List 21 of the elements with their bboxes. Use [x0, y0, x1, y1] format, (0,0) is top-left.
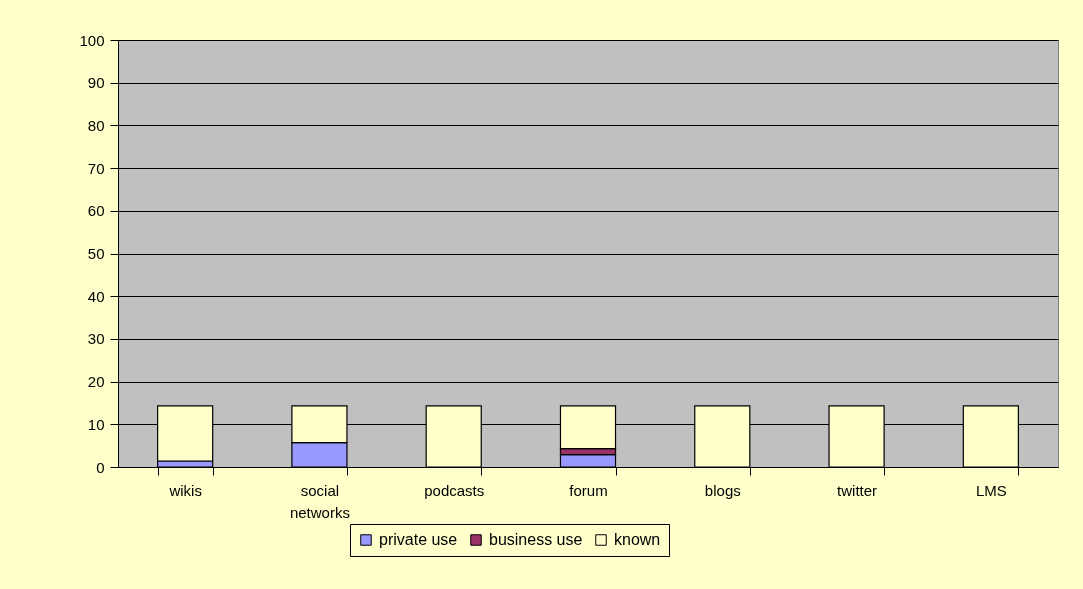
- x-tick-label: LMS: [975, 481, 1007, 499]
- y-tick-label: 100: [79, 31, 105, 49]
- legend-label: private use: [379, 531, 458, 548]
- x-tick-label: forum: [569, 481, 608, 499]
- y-tick-label: 0: [96, 458, 105, 476]
- x-tick-label: wikis: [168, 481, 202, 499]
- y-tick-label: 10: [87, 415, 105, 433]
- x-tick-label: twitter: [837, 481, 878, 499]
- y-tick-label: 70: [87, 159, 105, 177]
- x-tick-label: blogs: [704, 481, 741, 499]
- y-tick-label: 50: [87, 245, 105, 262]
- legend-label: business use: [489, 531, 583, 548]
- legend-label: known: [614, 531, 661, 548]
- y-tick-label: 60: [87, 202, 105, 220]
- x-tick-label: podcasts: [424, 481, 485, 499]
- x-tick-label: social networks: [289, 481, 350, 521]
- y-tick-label: 80: [87, 116, 105, 134]
- y-tick-label: 40: [87, 287, 105, 305]
- y-tick-label: 20: [87, 373, 105, 391]
- y-tick-label: 30: [87, 330, 105, 348]
- y-tick-label: 90: [87, 74, 105, 92]
